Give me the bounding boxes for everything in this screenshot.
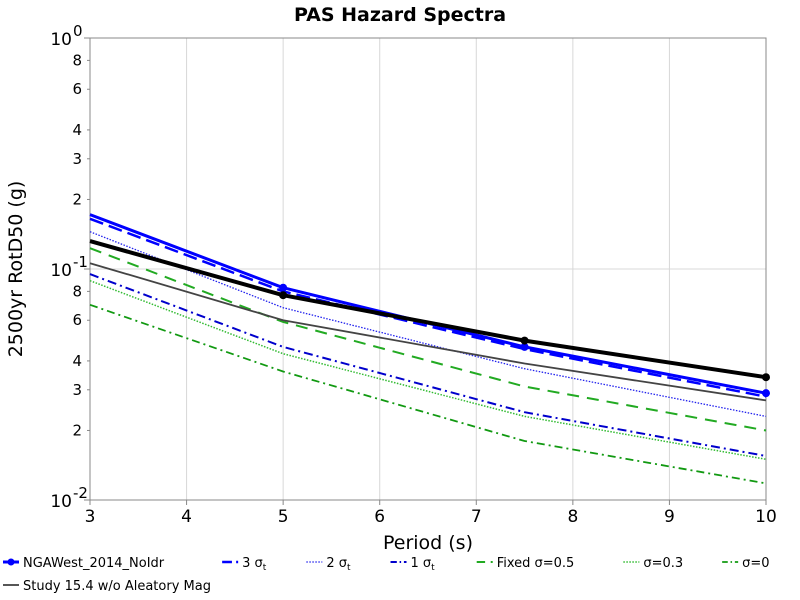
series-7 bbox=[89, 239, 770, 382]
legend: NGAWest_2014_NoIdr 3 σt 2 σt 1 σt Fixed σ=0.… bbox=[3, 556, 770, 594]
x-axis-ticks: 3 4 5 6 7 8 9 10 bbox=[85, 500, 777, 527]
x-tick-label: 5 bbox=[278, 507, 289, 527]
y-minor-tick-label: 8 bbox=[72, 51, 82, 69]
y-minor-tick-label: 6 bbox=[72, 311, 82, 329]
y-minor-tick-label: 3 bbox=[72, 381, 82, 399]
x-tick-label: 10 bbox=[755, 507, 777, 527]
series-line bbox=[89, 217, 767, 398]
x-tick-label: 7 bbox=[471, 507, 482, 527]
y-tick-label: 10 bbox=[50, 261, 72, 281]
y-minor-tick-label: 3 bbox=[72, 150, 82, 168]
legend-label: 3 σt bbox=[242, 556, 267, 573]
y-minor-tick-label: 6 bbox=[72, 80, 82, 98]
series-line bbox=[89, 247, 767, 432]
y-tick-label: 10 bbox=[50, 492, 72, 512]
series-4 bbox=[89, 247, 767, 432]
legend-marker bbox=[7, 558, 15, 566]
series-line bbox=[89, 239, 767, 380]
legend-item: σ=0 bbox=[722, 556, 770, 571]
chart-title: PAS Hazard Spectra bbox=[294, 4, 506, 26]
series-5 bbox=[89, 279, 767, 461]
series-0 bbox=[89, 213, 770, 398]
x-tick-label: 4 bbox=[181, 507, 192, 527]
series-line bbox=[89, 303, 767, 485]
series-line bbox=[89, 273, 767, 457]
series-1 bbox=[89, 217, 767, 398]
y-minor-tick-label: 8 bbox=[72, 282, 82, 300]
legend-label: σ=0 bbox=[742, 556, 769, 571]
y-minor-tick-label: 2 bbox=[72, 421, 82, 439]
y-minor-tick-label: 4 bbox=[72, 352, 82, 370]
legend-item: 3 σt bbox=[222, 556, 267, 573]
legend-label: σ=0.3 bbox=[643, 556, 683, 571]
y-minor-tick-label: 4 bbox=[72, 121, 82, 139]
series-line bbox=[89, 279, 767, 461]
legend-item: Fixed σ=0.5 bbox=[476, 556, 575, 571]
legend-label: Study 15.4 w/o Aleatory Mag bbox=[23, 579, 211, 594]
data-point bbox=[762, 373, 770, 382]
series-3 bbox=[89, 273, 767, 457]
y-axis-label: 2500yr RotD50 (g) bbox=[5, 181, 27, 358]
series-8 bbox=[89, 262, 767, 402]
legend-item: 1 σt bbox=[390, 556, 436, 573]
series-2 bbox=[89, 231, 767, 418]
data-point bbox=[279, 291, 288, 300]
legend-label: 2 σt bbox=[326, 556, 351, 573]
series-6 bbox=[89, 303, 767, 485]
legend-item: σ=0.3 bbox=[623, 556, 683, 571]
y-tick-exponent: -2 bbox=[73, 484, 88, 502]
legend-label: NGAWest_2014_NoIdr bbox=[23, 556, 165, 571]
legend-item: 2 σt bbox=[306, 556, 351, 573]
y-tick-exponent: 0 bbox=[73, 22, 83, 40]
series-layer bbox=[89, 213, 770, 485]
series-line bbox=[89, 213, 767, 395]
y-minor-tick-label: 2 bbox=[72, 190, 82, 208]
legend-item: Study 15.4 w/o Aleatory Mag bbox=[3, 579, 211, 594]
legend-item: NGAWest_2014_NoIdr bbox=[3, 556, 165, 571]
x-axis-label: Period (s) bbox=[383, 532, 473, 554]
x-tick-label: 6 bbox=[374, 507, 385, 527]
x-tick-label: 8 bbox=[567, 507, 578, 527]
x-tick-label: 9 bbox=[664, 507, 675, 527]
x-tick-label: 3 bbox=[85, 507, 96, 527]
series-line bbox=[89, 231, 767, 418]
y-tick-exponent: -1 bbox=[73, 253, 88, 271]
series-line bbox=[89, 262, 767, 402]
data-point bbox=[520, 336, 529, 345]
y-tick-label: 10 bbox=[50, 30, 72, 50]
legend-label: Fixed σ=0.5 bbox=[497, 556, 575, 571]
data-point bbox=[762, 389, 770, 398]
legend-label: 1 σt bbox=[411, 556, 436, 573]
